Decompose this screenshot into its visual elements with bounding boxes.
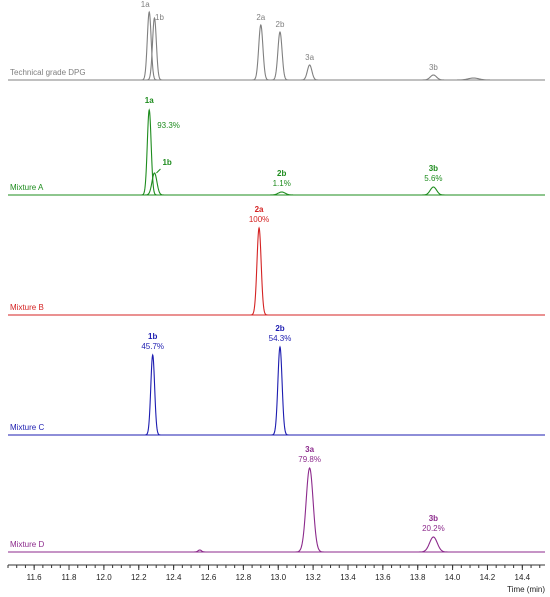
peak-label: 1b bbox=[162, 158, 171, 167]
peak-label: 3a bbox=[305, 445, 314, 454]
percent-label: 45.7% bbox=[141, 342, 164, 351]
percent-label: 54.3% bbox=[269, 334, 292, 343]
x-tick-label: 14.4 bbox=[515, 573, 531, 582]
peak-label: 1b bbox=[155, 13, 164, 22]
peak bbox=[252, 23, 270, 81]
x-tick-label: 12.4 bbox=[166, 573, 182, 582]
peak bbox=[141, 10, 157, 81]
peak-label: 2a bbox=[255, 205, 264, 214]
peak-label: 3b bbox=[429, 514, 438, 523]
peak bbox=[144, 353, 161, 436]
x-tick-label: 12.6 bbox=[201, 573, 217, 582]
percent-label: 20.2% bbox=[422, 524, 445, 533]
x-tick-label: 13.8 bbox=[410, 573, 426, 582]
percent-label: 1.1% bbox=[273, 179, 291, 188]
x-tick-label: 13.0 bbox=[270, 573, 286, 582]
series-name: Mixture A bbox=[10, 183, 44, 192]
peak-label: 3b bbox=[429, 164, 438, 173]
x-tick-label: 12.2 bbox=[131, 573, 147, 582]
x-tick-label: 11.6 bbox=[27, 573, 43, 582]
peak-label: 2b bbox=[277, 169, 286, 178]
peak-label: 3a bbox=[305, 53, 314, 62]
series-name: Mixture B bbox=[10, 303, 44, 312]
peak bbox=[418, 536, 449, 553]
percent-label: 93.3% bbox=[157, 121, 180, 130]
peak bbox=[192, 549, 207, 553]
x-tick-label: 14.0 bbox=[445, 573, 461, 582]
peak-label: 3b bbox=[429, 63, 438, 72]
percent-label: 79.8% bbox=[298, 455, 321, 464]
peak-label: 2a bbox=[256, 13, 265, 22]
x-tick-label: 12.0 bbox=[96, 573, 112, 582]
peak bbox=[295, 466, 324, 553]
peak bbox=[141, 108, 157, 196]
x-tick-label: 12.8 bbox=[236, 573, 252, 582]
label-leader bbox=[156, 168, 161, 174]
series-name: Mixture D bbox=[10, 540, 44, 549]
peak bbox=[420, 186, 446, 196]
peak bbox=[250, 226, 268, 316]
x-tick-label: 11.8 bbox=[62, 573, 78, 582]
peak bbox=[146, 16, 163, 81]
series-name: Technical grade DPG bbox=[10, 68, 86, 77]
peak bbox=[144, 172, 165, 196]
peak-label: 1b bbox=[148, 332, 157, 341]
x-tick-label: 13.4 bbox=[340, 573, 356, 582]
peak bbox=[452, 77, 495, 81]
peak-label: 1a bbox=[145, 96, 154, 105]
series-name: Mixture C bbox=[10, 423, 44, 432]
x-tick-label: 13.6 bbox=[375, 573, 391, 582]
peak-label: 1a bbox=[141, 0, 150, 9]
x-axis-label: Time (min) bbox=[507, 585, 545, 594]
peak bbox=[267, 191, 296, 196]
peak bbox=[420, 74, 446, 81]
peak bbox=[271, 345, 289, 436]
x-tick-label: 13.2 bbox=[305, 573, 321, 582]
peak bbox=[271, 31, 289, 81]
percent-label: 100% bbox=[249, 215, 269, 224]
peak-label: 2b bbox=[275, 324, 284, 333]
peak bbox=[300, 64, 319, 81]
x-tick-label: 14.2 bbox=[480, 573, 496, 582]
percent-label: 5.6% bbox=[424, 174, 442, 183]
peak-label: 2b bbox=[276, 20, 285, 29]
